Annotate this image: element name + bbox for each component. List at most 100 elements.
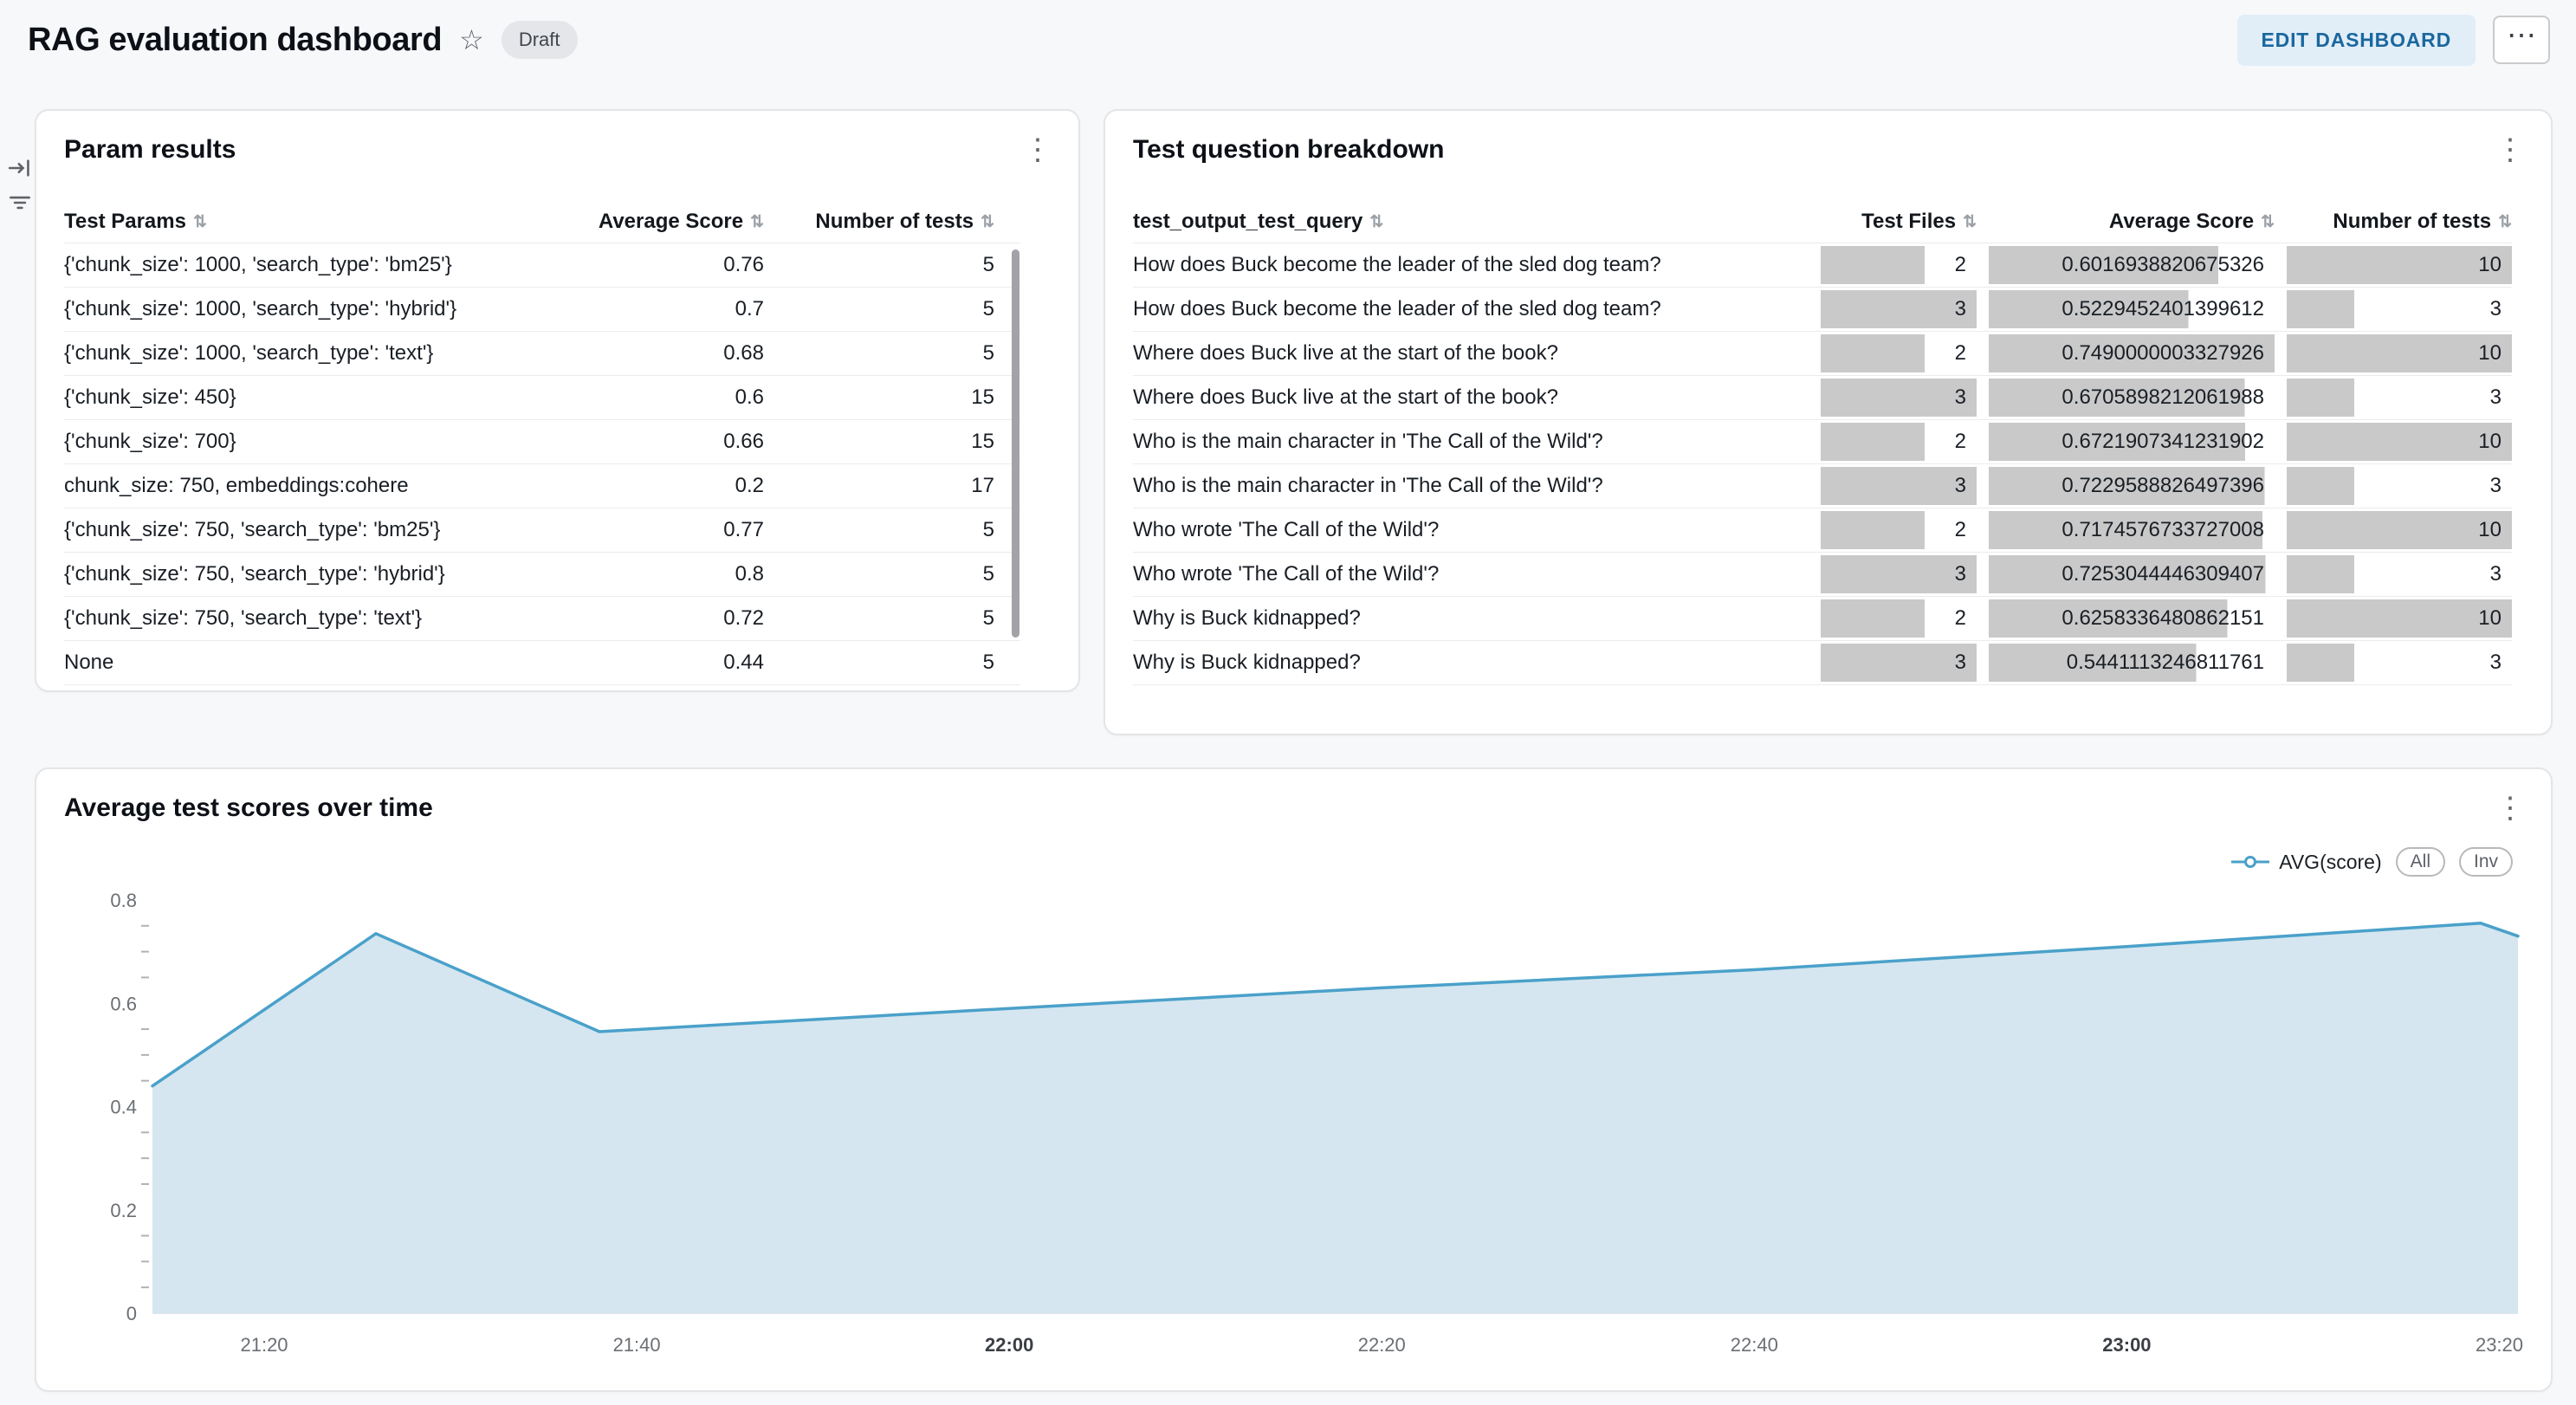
bar-value: 0.7229588826497396	[1989, 467, 2275, 505]
bar-cell: 0.7174576733727008	[1989, 508, 2275, 552]
bar-value: 3	[1821, 644, 1977, 682]
table-cell: 15	[971, 430, 994, 453]
column-header-test-files[interactable]: Test Files ⇅	[1861, 210, 1977, 233]
bar-cell: 10	[2287, 508, 2512, 552]
bar-value: 3	[2287, 467, 2512, 505]
bar-value: 3	[1821, 467, 1977, 505]
legend-inv-button[interactable]: Inv	[2458, 847, 2513, 877]
svg-text:21:20: 21:20	[240, 1334, 288, 1356]
param-results-table: Test Params ⇅ Average Score ⇅ Number of …	[64, 201, 1020, 685]
bar-value: 0.7253044446309407	[1989, 555, 2275, 593]
bar-value: 2	[1821, 423, 1977, 461]
chart-legend: AVG(score) All Inv	[2230, 847, 2513, 877]
more-options-button[interactable]: ⋯	[2493, 16, 2550, 64]
query-cell: How does Buck become the leader of the s…	[1133, 297, 1661, 320]
column-header-query[interactable]: test_output_test_query ⇅	[1133, 210, 1384, 233]
table-row: Who is the main character in 'The Call o…	[1133, 464, 2512, 508]
bar-cell: 0.5229452401399612	[1989, 288, 2275, 331]
favorite-star-icon[interactable]: ☆	[459, 24, 484, 55]
kebab-menu-icon[interactable]: ⋮	[2489, 135, 2532, 165]
bar-cell: 3	[1821, 288, 1977, 331]
expand-panel-icon[interactable]	[5, 156, 35, 182]
table-row: {'chunk_size': 450} 0.6 15	[64, 376, 1020, 420]
table-cell: {'chunk_size': 1000, 'search_type': 'tex…	[64, 341, 434, 365]
column-header-average-score[interactable]: Average Score ⇅	[598, 210, 764, 233]
table-row: {'chunk_size': 750, 'search_type': 'text…	[64, 597, 1020, 641]
svg-text:23:20: 23:20	[2476, 1334, 2523, 1356]
bar-value: 3	[1821, 290, 1977, 328]
column-header-test-params[interactable]: Test Params ⇅	[64, 210, 207, 233]
svg-text:0.6: 0.6	[110, 993, 137, 1014]
bar-cell: 2	[1821, 597, 1977, 640]
bar-cell: 3	[2287, 464, 2512, 508]
bar-cell: 10	[2287, 597, 2512, 640]
table-cell: 5	[982, 297, 994, 320]
bar-value: 0.6705898212061988	[1989, 379, 2275, 417]
table-cell: 5	[982, 253, 994, 276]
table-cell: {'chunk_size': 1000, 'search_type': 'bm2…	[64, 253, 452, 276]
column-header-number-of-tests[interactable]: Number of tests ⇅	[2333, 210, 2512, 233]
scores-area-chart[interactable]: 0 0.2 0.4 0.6 0.8 21:20 21:40 22:00 22:20 22:40 23…	[64, 882, 2524, 1367]
column-header-average-score[interactable]: Average Score ⇅	[2108, 210, 2275, 233]
table-row: None 0.44 5	[64, 641, 1020, 685]
query-cell: Where does Buck live at the start of the…	[1133, 385, 1558, 409]
legend-line-icon	[2231, 856, 2270, 868]
bar-value: 10	[2287, 334, 2512, 372]
bar-value: 3	[1821, 555, 1977, 593]
query-cell: Who wrote 'The Call of the Wild'?	[1133, 518, 1440, 541]
question-breakdown-tbody: How does Buck become the leader of the s…	[1133, 243, 2512, 685]
bar-value: 10	[2287, 246, 2512, 284]
table-cell: {'chunk_size': 750, 'search_type': 'text…	[64, 606, 423, 630]
svg-text:22:20: 22:20	[1358, 1334, 1406, 1356]
param-results-card: Param results ⋮ Test Params ⇅ Average Sc…	[35, 109, 1080, 692]
legend-all-button[interactable]: All	[2395, 847, 2445, 877]
table-cell: {'chunk_size': 700}	[64, 430, 236, 453]
edit-dashboard-button[interactable]: EDIT DASHBOARD	[2236, 14, 2476, 66]
bar-cell: 0.6016938820675326	[1989, 243, 2275, 287]
table-cell: 0.72	[723, 606, 764, 630]
bar-cell: 3	[1821, 641, 1977, 684]
table-cell: 0.2	[735, 474, 764, 497]
bar-value: 3	[2287, 290, 2512, 328]
table-cell: 5	[982, 651, 994, 674]
sort-icon: ⇅	[2498, 212, 2512, 231]
column-header-number-of-tests[interactable]: Number of tests ⇅	[815, 210, 994, 233]
kebab-menu-icon[interactable]: ⋮	[1016, 135, 1059, 165]
scores-over-time-card: Average test scores over time ⋮ AVG(scor…	[35, 767, 2553, 1392]
sort-icon: ⇅	[750, 212, 764, 231]
bar-cell: 3	[2287, 641, 2512, 684]
bar-cell: 2	[1821, 332, 1977, 375]
table-cell: 0.7	[735, 297, 764, 320]
bar-cell: 0.7229588826497396	[1989, 464, 2275, 508]
table-cell: 0.77	[723, 518, 764, 541]
kebab-menu-icon[interactable]: ⋮	[2489, 793, 2532, 824]
bar-value: 10	[2287, 511, 2512, 549]
bar-cell: 3	[1821, 553, 1977, 596]
table-scrollbar[interactable]	[1012, 249, 1019, 638]
sort-icon: ⇅	[981, 212, 994, 231]
table-cell: 0.44	[723, 651, 764, 674]
bar-cell: 10	[2287, 332, 2512, 375]
legend-item-avg-score[interactable]: AVG(score)	[2230, 851, 2382, 874]
table-row: Where does Buck live at the start of the…	[1133, 376, 2512, 420]
bar-value: 0.5229452401399612	[1989, 290, 2275, 328]
table-cell: 17	[971, 474, 994, 497]
svg-text:0.8: 0.8	[110, 890, 137, 911]
query-cell: Where does Buck live at the start of the…	[1133, 341, 1558, 365]
table-cell: 5	[982, 341, 994, 365]
param-results-tbody: {'chunk_size': 1000, 'search_type': 'bm2…	[64, 243, 1020, 685]
question-breakdown-card: Test question breakdown ⋮ test_output_te…	[1104, 109, 2553, 735]
table-cell: 15	[971, 385, 994, 409]
bar-cell: 0.6258336480862151	[1989, 597, 2275, 640]
svg-text:0.4: 0.4	[110, 1097, 137, 1118]
table-row: {'chunk_size': 1000, 'search_type': 'tex…	[64, 332, 1020, 376]
table-row: {'chunk_size': 1000, 'search_type': 'hyb…	[64, 288, 1020, 332]
table-row: Where does Buck live at the start of the…	[1133, 332, 2512, 376]
bar-cell: 2	[1821, 508, 1977, 552]
table-row: {'chunk_size': 750, 'search_type': 'hybr…	[64, 553, 1020, 597]
filter-icon[interactable]	[5, 191, 35, 217]
svg-text:23:00: 23:00	[2102, 1334, 2151, 1356]
query-cell: Why is Buck kidnapped?	[1133, 606, 1361, 630]
bar-value: 3	[2287, 555, 2512, 593]
